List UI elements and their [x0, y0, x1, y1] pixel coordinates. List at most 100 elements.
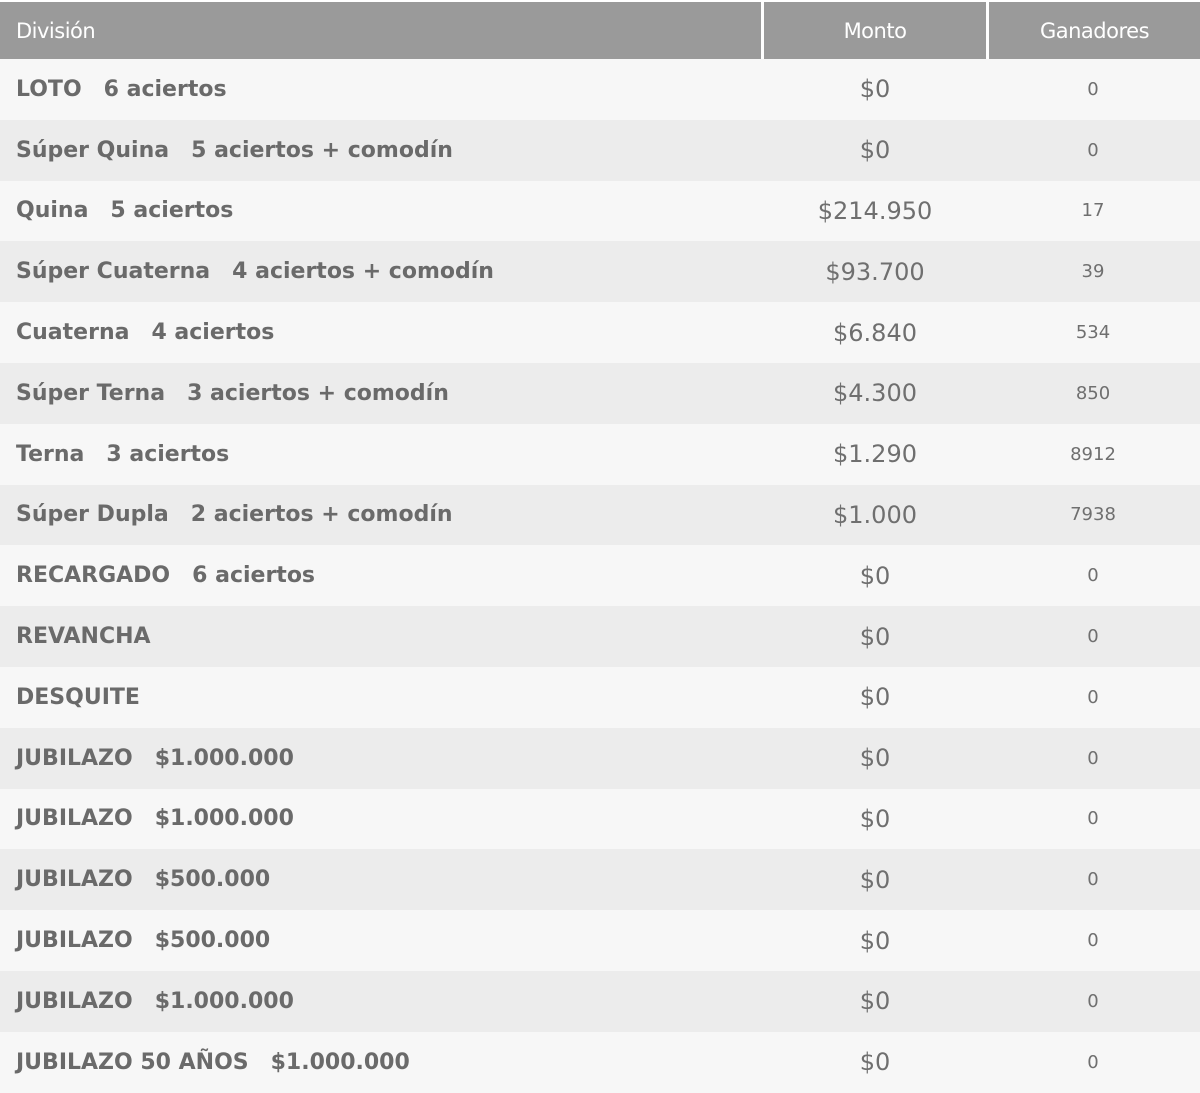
table-row: Cuaterna 4 aciertos $6.840 534 — [0, 302, 1200, 363]
monto-cell: $93.700 — [825, 257, 925, 286]
monto-cell: $0 — [859, 744, 891, 773]
division-name: Quina — [16, 198, 89, 224]
table-row: JUBILAZO $1.000.000 $0 0 — [0, 788, 1200, 850]
table-row: Súper Cuaterna 4 aciertos + comodín $93.70… — [0, 241, 1200, 303]
division-detail: $500.000 — [154, 867, 271, 893]
monto-cell: $0 — [859, 804, 891, 833]
monto-cell: $0 — [859, 987, 891, 1016]
division-detail: $500.000 — [154, 928, 271, 954]
header-monto: Monto — [764, 2, 986, 59]
division-name: JUBILAZO 50 AÑOS — [16, 1049, 249, 1075]
table-row: JUBILAZO $500.000 $0 0 — [0, 849, 1200, 911]
division-name: JUBILAZO — [16, 988, 133, 1014]
table-row: RECARGADO 6 aciertos $0 0 — [0, 545, 1200, 607]
table-header: División Monto Ganadores — [0, 2, 1200, 59]
ganadores-cell: 0 — [1087, 990, 1099, 1012]
monto-cell: $0 — [859, 926, 891, 955]
ganadores-cell: 0 — [1087, 1051, 1099, 1073]
division-cell: JUBILAZO $1.000.000 — [0, 989, 764, 1014]
division-detail: $1.000.000 — [154, 988, 294, 1014]
division-name: Terna — [16, 441, 85, 467]
table-row: LOTO 6 aciertos $0 0 — [0, 59, 1200, 120]
division-detail: 5 aciertos + comodín — [191, 137, 453, 163]
ganadores-cell: 0 — [1087, 139, 1099, 161]
table-row: Súper Quina 5 aciertos + comodín $0 0 — [0, 119, 1200, 181]
division-cell: Súper Dupla 2 aciertos + comodín — [0, 502, 764, 527]
division-detail: 3 aciertos — [106, 441, 230, 467]
division-name: JUBILAZO — [16, 745, 133, 771]
division-cell: Súper Cuaterna 4 aciertos + comodín — [0, 259, 764, 284]
monto-cell: $1.000 — [833, 500, 917, 529]
ganadores-cell: 0 — [1087, 930, 1099, 952]
division-cell: JUBILAZO $1.000.000 — [0, 746, 764, 771]
division-cell: JUBILAZO $1.000.000 — [0, 806, 764, 831]
division-name: REVANCHA — [16, 624, 151, 650]
division-cell: RECARGADO 6 aciertos — [0, 563, 764, 588]
division-cell: JUBILAZO $500.000 — [0, 928, 764, 953]
division-name: JUBILAZO — [16, 867, 133, 893]
division-detail: 4 aciertos + comodín — [232, 259, 494, 285]
table-row: JUBILAZO $500.000 $0 0 — [0, 910, 1200, 971]
division-cell: JUBILAZO $500.000 — [0, 867, 764, 892]
monto-cell: $0 — [859, 136, 891, 165]
division-detail: $1.000.000 — [154, 745, 294, 771]
division-name: DESQUITE — [16, 684, 140, 710]
table-row: DESQUITE $0 0 — [0, 666, 1200, 728]
table-row: REVANCHA $0 0 — [0, 606, 1200, 667]
monto-cell: $6.840 — [833, 318, 917, 347]
monto-cell: $0 — [859, 865, 891, 894]
division-cell: Súper Terna 3 aciertos + comodín — [0, 381, 764, 406]
monto-cell: $0 — [859, 75, 891, 104]
division-name: Súper Cuaterna — [16, 259, 211, 285]
division-cell: JUBILAZO 50 AÑOS $1.000.000 — [0, 1050, 764, 1075]
division-detail: 6 aciertos — [192, 563, 316, 589]
monto-cell: $0 — [859, 1048, 891, 1077]
ganadores-cell: 0 — [1087, 565, 1099, 587]
monto-cell: $0 — [859, 561, 891, 590]
table-row: JUBILAZO $1.000.000 $0 0 — [0, 970, 1200, 1032]
division-cell: Terna 3 aciertos — [0, 442, 764, 467]
table-row: Terna 3 aciertos $1.290 8912 — [0, 423, 1200, 485]
table-body: LOTO 6 aciertos $0 0 Súper Quina 5 aciertos +… — [0, 59, 1200, 1093]
division-detail: $1.000.000 — [270, 1049, 410, 1075]
table-row: JUBILAZO 50 AÑOS $1.000.000 $0 0 — [0, 1031, 1200, 1093]
division-detail: 3 aciertos + comodín — [187, 380, 449, 406]
division-detail: 2 aciertos + comodín — [190, 502, 453, 528]
division-detail: 6 aciertos — [103, 76, 227, 102]
table-row: Súper Terna 3 aciertos + comodín $4.300 850 — [0, 362, 1200, 424]
division-name: JUBILAZO — [16, 928, 133, 954]
ganadores-cell: 39 — [1081, 261, 1105, 283]
division-cell: REVANCHA — [0, 624, 764, 649]
ganadores-cell: 0 — [1087, 686, 1099, 708]
ganadores-cell: 534 — [1075, 322, 1111, 344]
division-name: Súper Dupla — [16, 502, 169, 528]
header-ganadores: Ganadores — [989, 2, 1200, 59]
division-name: Cuaterna — [16, 320, 130, 346]
division-detail: 5 aciertos — [110, 198, 234, 224]
division-detail: $1.000.000 — [154, 806, 294, 832]
monto-cell: $0 — [859, 683, 891, 712]
monto-cell: $4.300 — [833, 379, 917, 408]
division-name: JUBILAZO — [16, 806, 133, 832]
ganadores-cell: 7938 — [1070, 504, 1116, 526]
division-cell: DESQUITE — [0, 685, 764, 710]
division-cell: Quina 5 aciertos — [0, 198, 764, 223]
division-cell: LOTO 6 aciertos — [0, 77, 764, 102]
table-row: Súper Dupla 2 aciertos + comodín $1.000 793… — [0, 484, 1200, 546]
ganadores-cell: 0 — [1087, 626, 1099, 648]
header-division: División — [0, 2, 761, 59]
division-cell: Cuaterna 4 aciertos — [0, 320, 764, 345]
ganadores-cell: 850 — [1075, 382, 1111, 404]
ganadores-cell: 8912 — [1070, 443, 1116, 465]
ganadores-cell: 0 — [1087, 78, 1099, 100]
table-row: JUBILAZO $1.000.000 $0 0 — [0, 727, 1200, 789]
division-name: Súper Quina — [16, 137, 170, 163]
ganadores-cell: 17 — [1081, 200, 1105, 222]
table-row: Quina 5 aciertos $214.950 17 — [0, 180, 1200, 242]
ganadores-cell: 0 — [1087, 747, 1099, 769]
division-name: RECARGADO — [16, 563, 171, 589]
ganadores-cell: 0 — [1087, 808, 1099, 830]
monto-cell: $1.290 — [833, 440, 917, 469]
monto-cell: $0 — [859, 622, 891, 651]
